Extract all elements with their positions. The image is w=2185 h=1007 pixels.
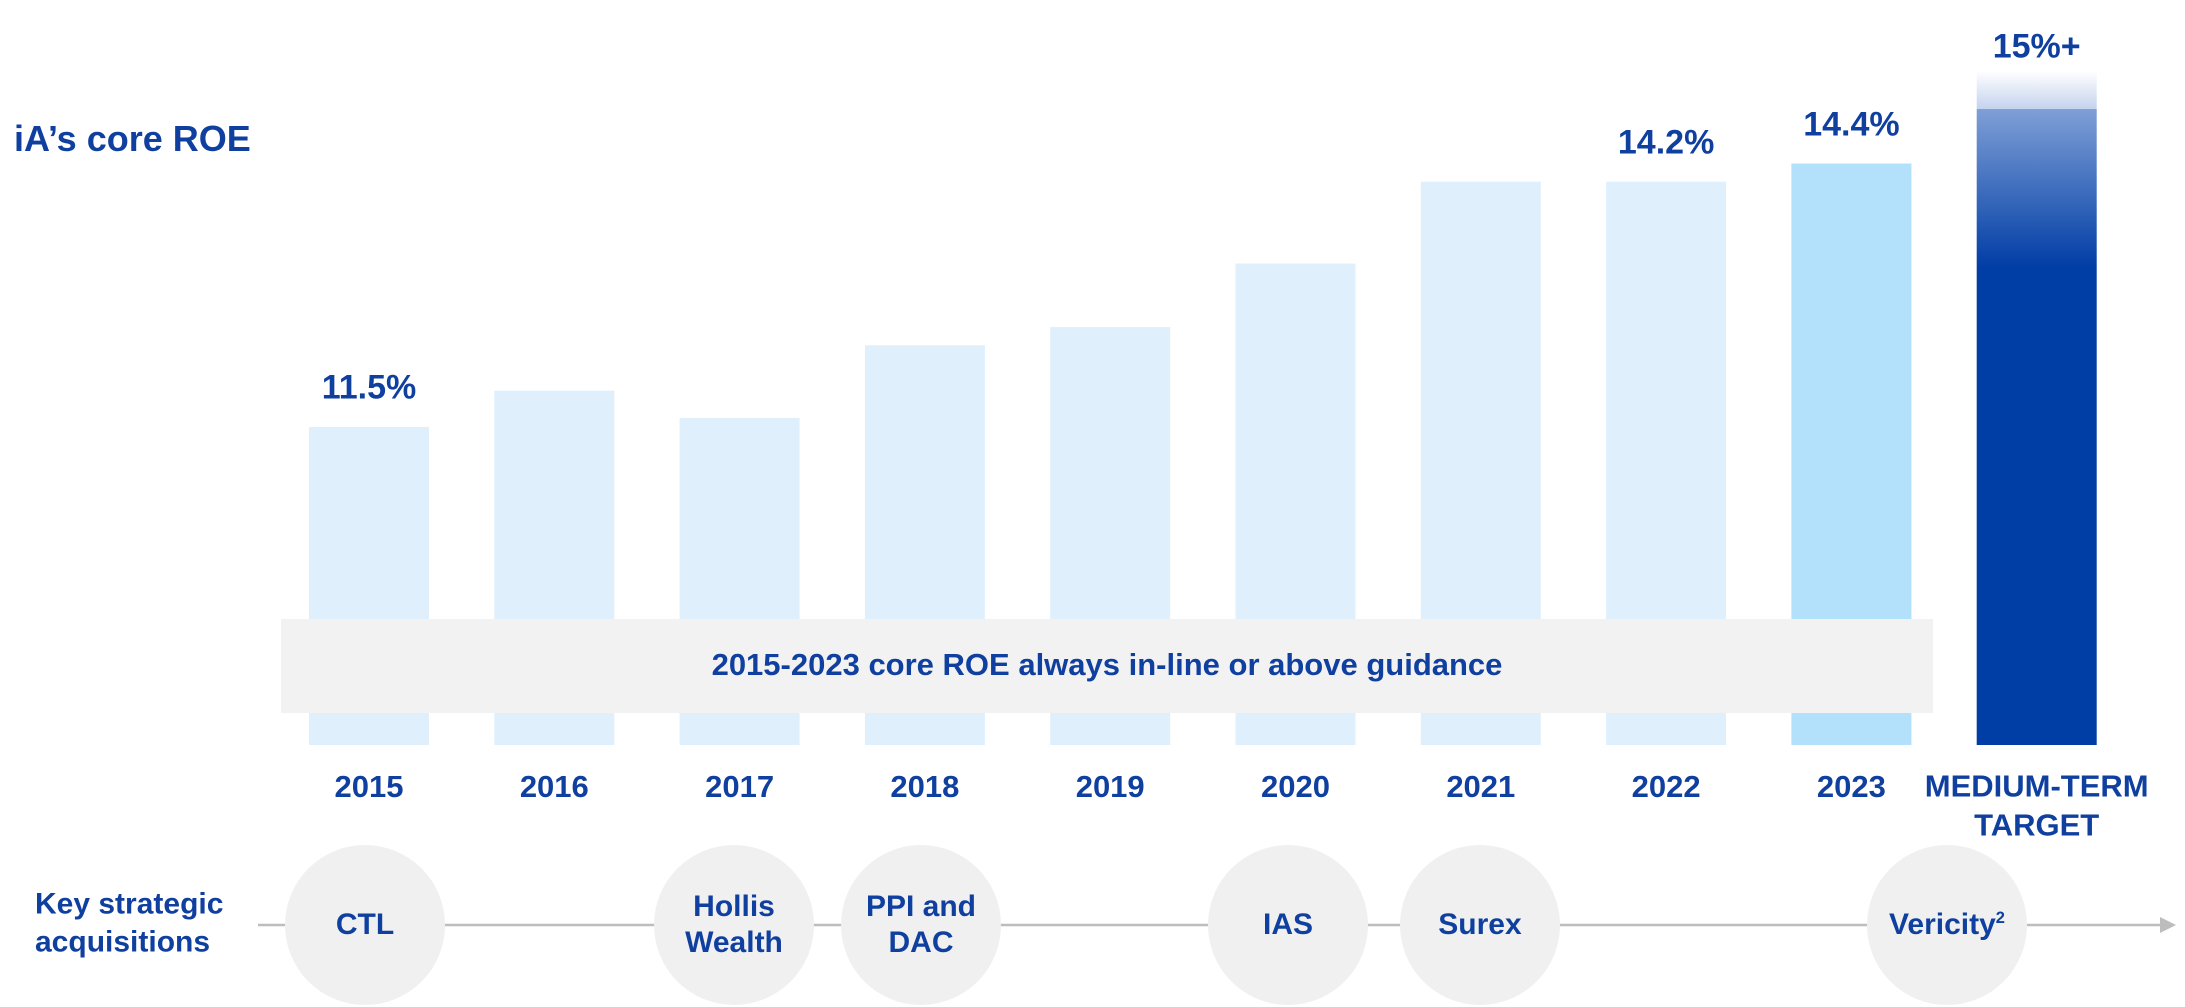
acquisition: Surex: [1420, 907, 1540, 943]
acquisition-name: Surex: [1438, 908, 1522, 941]
acquisition-circle: [841, 845, 1001, 1005]
x-tick-label: 2017: [705, 769, 775, 804]
chart-title: iA’s core ROE: [14, 118, 251, 159]
x-tick-label: MEDIUM-TERM TARGET: [1924, 768, 2149, 842]
acquisition-name: PPI and DAC: [865, 890, 977, 959]
acquisition-name: Vericity: [1889, 908, 1996, 941]
acquisition-circle: [654, 845, 814, 1005]
acquisition-circle: [1867, 845, 2027, 1005]
x-tick-label: 2019: [1075, 769, 1145, 804]
footnote-marker: 2: [1995, 909, 2005, 927]
value-label: 14.2%: [1617, 123, 1715, 162]
x-tick-label: 2016: [519, 769, 589, 804]
bar-extension: [1976, 71, 2097, 110]
banner: [281, 619, 1933, 713]
acquisitions-label: Key strategic acquisitions: [35, 887, 224, 959]
x-tick-label: 2015: [334, 769, 404, 804]
acquisition-name: CTL: [335, 908, 395, 941]
x-tick-label: 2020: [1261, 769, 1330, 804]
acquisition: Hollis Wealth: [669, 889, 799, 961]
acquisition: Vericity2: [1857, 907, 2037, 943]
x-tick-label: 2021: [1446, 769, 1516, 804]
acquisition-name: IAS: [1262, 908, 1313, 941]
acquisition-circle: [1400, 845, 1560, 1005]
value-label: 11.5%: [321, 368, 417, 407]
x-tick-label: 2018: [890, 769, 960, 804]
acquisition: IAS: [1228, 907, 1348, 943]
bar: [1976, 109, 2097, 745]
timeline-arrow: [2160, 917, 2176, 933]
acquisition-circle: [1208, 845, 1368, 1005]
acquisition: CTL: [305, 907, 425, 943]
x-tick-label: 2022: [1631, 769, 1701, 804]
value-label: 14.4%: [1803, 105, 1900, 144]
acquisition-circle: [285, 845, 445, 1005]
x-tick-label: 2023: [1816, 769, 1886, 804]
banner-text: 2015-2023 core ROE always in-line or abo…: [711, 647, 1503, 682]
value-label: 15%+: [1992, 27, 2081, 66]
acquisition-name: Hollis Wealth: [685, 890, 783, 959]
acquisition: PPI and DAC: [861, 889, 981, 961]
